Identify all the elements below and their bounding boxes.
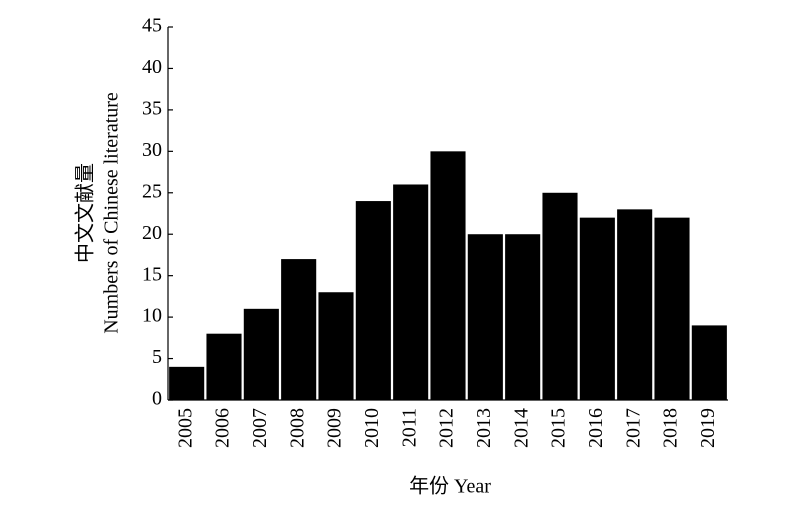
x-tick-label: 2012 [436, 408, 458, 448]
y-tick-label: 30 [142, 139, 162, 161]
y-tick-label: 25 [142, 180, 162, 202]
bar [691, 325, 727, 400]
x-tick-label: 2015 [548, 408, 570, 448]
y-axis-label: Numbers of Chinese literature [101, 92, 123, 334]
y-tick-label: 20 [142, 222, 162, 244]
x-tick-label: 2010 [361, 408, 383, 448]
bar [355, 201, 391, 400]
y-axis-label: 中文文献量 [74, 163, 97, 263]
x-tick-label: 2008 [286, 408, 308, 448]
bar [654, 217, 690, 400]
bar [467, 234, 503, 400]
x-tick-label: 2017 [622, 408, 644, 448]
x-tick-label: 2016 [585, 408, 607, 448]
y-tick-label: 0 [152, 388, 162, 410]
bar [169, 366, 205, 400]
bar [281, 259, 317, 400]
y-tick-label: 15 [142, 263, 162, 285]
x-tick-label: 2005 [174, 408, 196, 448]
x-axis-label: 年份 Year [409, 475, 491, 498]
x-tick-label: 2006 [212, 408, 234, 448]
x-tick-label: 2007 [249, 408, 271, 448]
bar [579, 217, 615, 400]
bar [393, 184, 429, 400]
bar [318, 292, 354, 400]
x-tick-label: 2019 [697, 408, 719, 448]
y-tick-label: 5 [152, 346, 162, 368]
y-tick-label: 40 [142, 56, 162, 78]
y-tick-label: 45 [142, 15, 162, 37]
bar [243, 308, 279, 400]
x-tick-label: 2013 [473, 408, 495, 448]
x-tick-label: 2011 [398, 408, 420, 447]
y-tick-label: 10 [142, 305, 162, 327]
bar [206, 333, 242, 400]
x-tick-label: 2009 [324, 408, 346, 448]
x-tick-label: 2014 [510, 408, 532, 448]
bar [505, 234, 541, 400]
bar [430, 151, 466, 400]
bar [542, 192, 578, 400]
x-tick-label: 2018 [660, 408, 682, 448]
bar [617, 209, 653, 400]
y-tick-label: 35 [142, 97, 162, 119]
